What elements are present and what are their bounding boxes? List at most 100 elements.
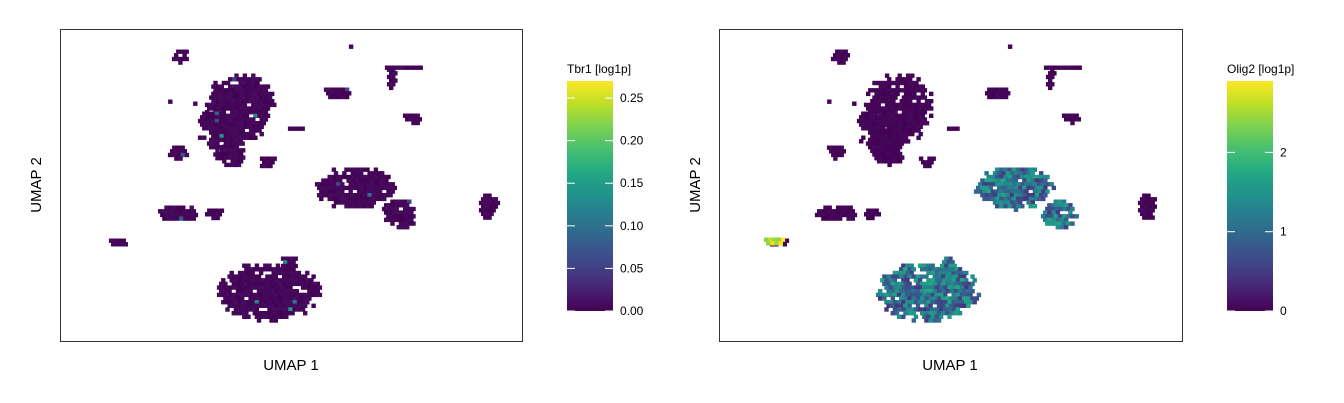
- hexbin-cell: [911, 318, 916, 323]
- hexbin-cell: [261, 303, 266, 308]
- hexbin-cell: [870, 208, 875, 213]
- hexbin-cell: [784, 238, 790, 243]
- hexbin-cell: [887, 113, 892, 118]
- hexbin-cell: [915, 289, 921, 294]
- hexbin-cell: [901, 300, 906, 305]
- hexbin-cell: [402, 214, 408, 219]
- hexbin-cell: [1053, 214, 1058, 219]
- hexbin-cell: [941, 289, 946, 294]
- hexbin-cell: [223, 126, 229, 132]
- hexbin-cell: [1074, 113, 1079, 118]
- hexbin-cell: [897, 102, 902, 108]
- hexbin-cell: [1001, 91, 1007, 96]
- hexbin-cell: [1061, 214, 1067, 219]
- hexbin-cell: [955, 270, 961, 276]
- hexbin-cell: [390, 214, 395, 219]
- hexbin-cell: [328, 94, 333, 100]
- hexbin-cell: [216, 285, 222, 290]
- hexbin-cell: [908, 77, 913, 82]
- hexbin-cell: [872, 80, 877, 86]
- hexbin-cell: [263, 292, 268, 298]
- hexbin-cell: [236, 162, 242, 168]
- hexbin-cell: [359, 200, 364, 205]
- hexbin-cell: [903, 84, 909, 89]
- hexbin-cell: [882, 99, 888, 104]
- hexbin-cell: [955, 285, 961, 290]
- hexbin-cell: [218, 111, 224, 116]
- hexbin-cell: [1140, 211, 1145, 217]
- hexbin-cell: [273, 267, 278, 272]
- hexbin-cell: [259, 131, 264, 137]
- hexbin-cell: [866, 91, 871, 97]
- hexbin-cell: [356, 189, 362, 194]
- hexbin-cell: [926, 285, 931, 290]
- hexbin-cell: [232, 106, 237, 111]
- hexbin-cell: [256, 281, 262, 287]
- hexbin-cell: [897, 80, 902, 86]
- hexbin-cell: [167, 152, 173, 158]
- hexbin-cell: [934, 285, 940, 290]
- hexbin-cell: [303, 281, 308, 287]
- hexbin-cell: [955, 292, 961, 298]
- hexbin-cell: [261, 99, 266, 104]
- hexbin-cell: [478, 208, 484, 213]
- hexbin-cell: [363, 193, 368, 198]
- hexbin-cell: [315, 289, 320, 294]
- hexbin-cell: [393, 71, 398, 76]
- hexbin-cell: [889, 144, 894, 149]
- hexbin-cell: [999, 196, 1004, 202]
- hexbin-cell: [886, 134, 892, 139]
- hexbin-cell: [916, 106, 921, 111]
- hexbin-cell: [257, 77, 262, 82]
- hexbin-cell: [895, 126, 900, 132]
- hexbin-cell: [244, 113, 250, 118]
- hexbin-cell: [223, 106, 229, 111]
- hexbin-cell: [279, 278, 285, 283]
- hexbin-cell: [1036, 189, 1042, 194]
- hexbin-cell: [252, 267, 257, 272]
- hexbin-cell: [342, 200, 347, 205]
- hexbin-cell: [246, 131, 252, 137]
- hexbin-cell: [386, 189, 391, 194]
- hexbin-cell: [311, 289, 316, 294]
- hexbin-cell: [929, 160, 934, 165]
- hexbin-cell: [386, 214, 391, 219]
- hexbin-cell: [256, 296, 262, 301]
- hexbin-cell: [920, 267, 925, 272]
- hexbin-cell: [232, 77, 237, 82]
- hexbin-cell: [485, 197, 490, 202]
- hexbin-cell: [838, 209, 843, 214]
- hexbin-cell: [1018, 193, 1023, 198]
- hexbin-cell: [866, 215, 871, 221]
- hexbin-cell: [1028, 204, 1033, 209]
- hexbin-cell: [876, 88, 881, 93]
- hexbin-cell: [988, 185, 993, 191]
- hexbin-cell: [321, 178, 326, 183]
- hexbin-cell: [878, 84, 883, 89]
- hexbin-cell: [333, 185, 339, 191]
- colorbar-tick-label: 2: [1280, 145, 1287, 159]
- hexbin-cell: [246, 110, 252, 115]
- hexbin-cell: [999, 167, 1004, 172]
- hexbin-cell: [213, 145, 218, 150]
- hexbin-cell: [951, 270, 956, 276]
- hexbin-cell: [846, 209, 851, 214]
- hexbin-cell: [242, 300, 247, 305]
- hexbin-cell: [267, 263, 272, 268]
- hexbin-cell: [233, 292, 239, 298]
- hexbin-cell: [307, 296, 312, 301]
- hexbin-cell: [827, 99, 832, 104]
- hexbin-cell: [333, 178, 339, 183]
- hexbin-cell: [356, 182, 362, 187]
- hexbin-cell: [916, 121, 921, 126]
- hexbin-cell: [917, 292, 923, 298]
- hexbin-cell: [213, 212, 218, 217]
- hexbin-cell: [292, 300, 297, 305]
- hexbin-cell: [932, 281, 937, 287]
- hexbin-cell: [294, 274, 299, 279]
- hexbin-cell: [893, 80, 898, 86]
- hexbin-cell: [254, 292, 260, 298]
- hexbin-cell: [901, 314, 906, 319]
- hexbin-cell: [1005, 171, 1010, 176]
- hexbin-cell: [890, 296, 895, 301]
